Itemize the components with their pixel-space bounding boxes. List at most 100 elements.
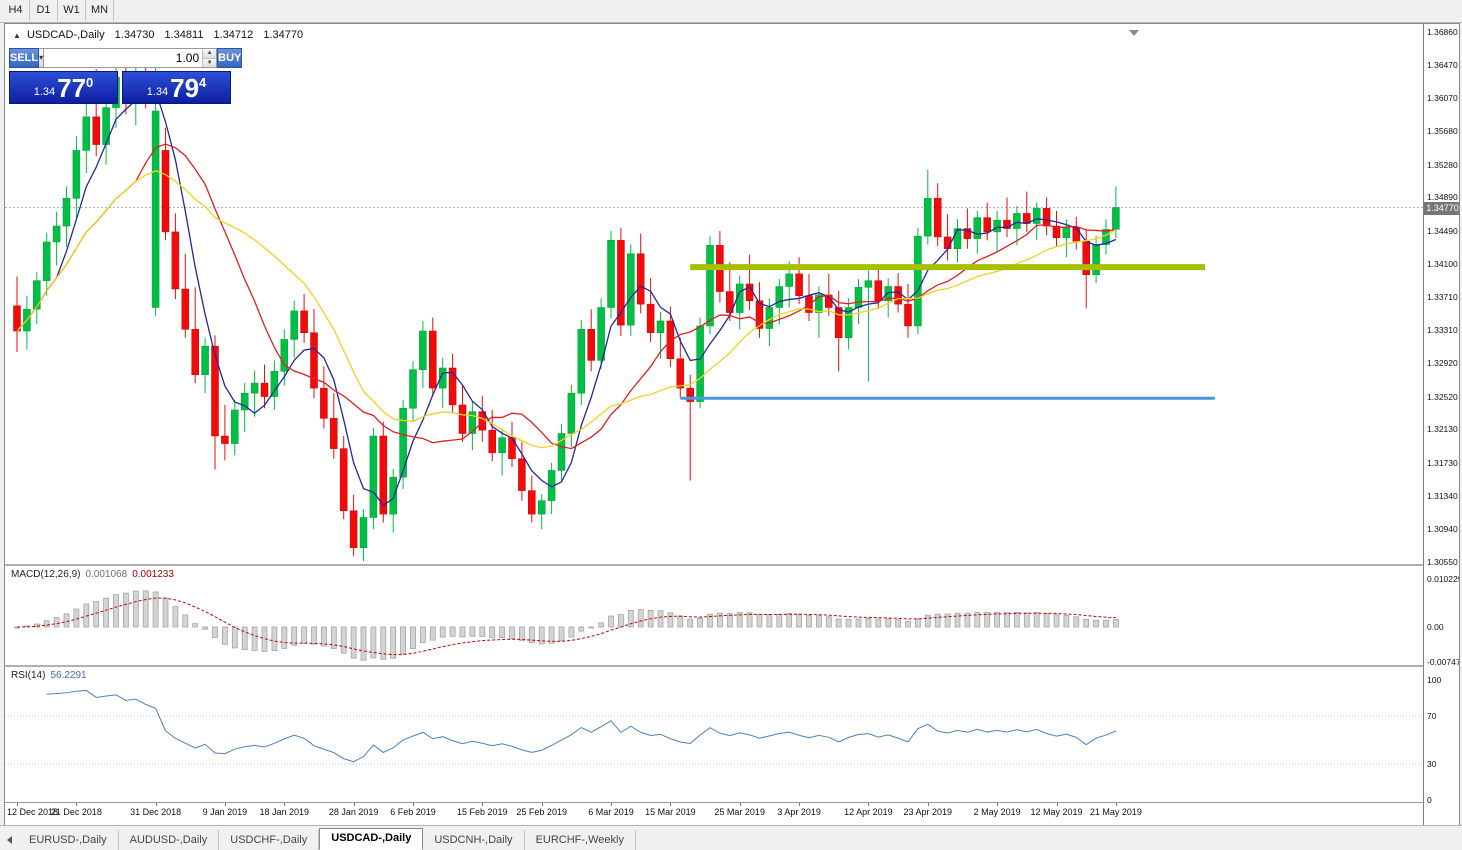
timeframe-button-h4[interactable]: H4 xyxy=(2,0,30,21)
chart-tab-eurchf-weekly[interactable]: EURCHF-,Weekly xyxy=(525,830,636,850)
sell-price-big: 77 xyxy=(57,73,87,103)
panel-splitter[interactable] xyxy=(5,665,1459,667)
tab-scroll-left-button[interactable] xyxy=(0,830,18,850)
time-tick xyxy=(413,803,414,806)
time-label: 25 Feb 2019 xyxy=(516,807,567,817)
chart-tab-eurusd-daily[interactable]: EURUSD-,Daily xyxy=(18,830,119,850)
buy-price-sup: 4 xyxy=(199,75,207,90)
ohlc-close: 1.34770 xyxy=(263,29,304,41)
price-tick: 1.36070 xyxy=(1427,93,1458,104)
time-tick xyxy=(997,803,999,806)
time-label: 31 Dec 2018 xyxy=(130,807,182,817)
time-tick xyxy=(76,803,78,806)
volume-dropdown-button[interactable]: ▾ xyxy=(39,48,45,68)
ohlc-high: 1.34811 xyxy=(164,29,204,41)
time-label: 15 Feb 2019 xyxy=(457,807,508,817)
time-label: 6 Feb 2019 xyxy=(390,807,436,817)
rsi-panel-surface[interactable] xyxy=(5,667,1423,802)
spin-up-icon[interactable]: ▲ xyxy=(203,49,217,59)
one-click-panel-toggle-icon[interactable]: ▲ xyxy=(13,31,21,40)
time-tick xyxy=(482,803,484,806)
time-label: 12 Dec 2018 xyxy=(7,807,59,817)
rsi-name: RSI(14) xyxy=(11,670,46,681)
time-label: 23 Apr 2019 xyxy=(903,807,953,817)
spin-down-icon[interactable]: ▼ xyxy=(203,58,217,67)
ohlc-open: 1.34730 xyxy=(114,29,155,41)
time-tick xyxy=(927,803,929,806)
time-tick xyxy=(353,803,355,806)
chart-tab-audusd-daily[interactable]: AUDUSD-,Daily xyxy=(119,830,220,850)
price-tick: 1.34100 xyxy=(1427,258,1458,269)
price-tick: 1.34890 xyxy=(1427,192,1458,203)
tab-scroll-left-icon xyxy=(6,836,12,844)
main-chart-surface[interactable] xyxy=(5,24,1423,564)
time-tick xyxy=(611,803,612,806)
volume-stepper[interactable]: ▲ ▼ xyxy=(202,49,217,67)
chevron-down-icon: ▾ xyxy=(39,53,44,62)
chart-symbol: USDCAD-,Daily xyxy=(26,29,105,41)
price-tick: 1.32130 xyxy=(1427,424,1458,435)
buy-price-big: 79 xyxy=(170,73,200,103)
time-label: 15 Mar 2019 xyxy=(645,807,696,817)
time-tick xyxy=(799,803,801,806)
timeframe-button-mn[interactable]: MN xyxy=(86,0,114,21)
macd-panel-surface[interactable] xyxy=(5,566,1423,665)
sell-price-prefix: 1.34 xyxy=(33,86,56,98)
macd-signal-value: 0.001233 xyxy=(132,569,174,580)
price-tick: 1.36470 xyxy=(1427,59,1458,70)
chart-shift-marker[interactable] xyxy=(1129,30,1139,36)
time-label: 18 Jan 2019 xyxy=(259,807,310,817)
time-label: 21 Dec 2018 xyxy=(50,807,102,817)
macd-name: MACD(12,26,9) xyxy=(11,569,81,580)
sell-price-sup: 0 xyxy=(86,75,94,90)
rsi-axis-tick: 70 xyxy=(1427,711,1437,721)
ohlc-low: 1.34712 xyxy=(213,29,254,41)
price-tick: 1.36860 xyxy=(1427,27,1458,37)
panel-splitter[interactable] xyxy=(5,564,1459,566)
time-tick xyxy=(155,803,157,806)
time-axis[interactable]: 12 Dec 2018 21 Dec 2018 31 Dec 2018 9 Jan 2… xyxy=(5,802,1423,825)
buy-price-display[interactable]: 1.34 79 4 xyxy=(122,71,231,104)
time-tick xyxy=(17,803,18,806)
chart-title: ▲ USDCAD-,Daily 1.34730 1.34811 1.34712 … xyxy=(13,29,310,41)
buy-price-prefix: 1.34 xyxy=(146,86,169,98)
price-tick: 1.32520 xyxy=(1427,391,1458,402)
chart-tab-usdcnh-daily[interactable]: USDCNH-,Daily xyxy=(423,830,525,850)
time-tick xyxy=(224,803,226,806)
time-tick xyxy=(670,803,672,806)
volume-input[interactable] xyxy=(44,49,203,67)
chart-tab-usdcad-daily[interactable]: USDCAD-,Daily xyxy=(319,828,424,850)
rsi-axis-tick: 0 xyxy=(1427,795,1432,805)
macd-main-value: 0.001068 xyxy=(85,569,128,580)
sell-button[interactable]: SELL xyxy=(9,48,40,68)
macd-axis-tick: 0.00 xyxy=(1427,622,1444,632)
price-tick: 1.35680 xyxy=(1427,126,1458,137)
macd-axis-tick: 0.010229 xyxy=(1427,574,1460,584)
price-axis[interactable]: 1.34770 1.36860 1.36470 1.36070 1.35680 1.35… xyxy=(1423,24,1460,825)
macd-label: MACD(12,26,9) 0.001068 0.001233 xyxy=(11,569,174,580)
macd-axis-tick: -0.007477 xyxy=(1427,657,1459,668)
timeframe-button-w1[interactable]: W1 xyxy=(58,0,86,21)
rsi-value: 56.2291 xyxy=(50,670,87,681)
rsi-axis-tick: 100 xyxy=(1427,675,1442,685)
buy-button[interactable]: BUY xyxy=(217,48,243,68)
sell-price-display[interactable]: 1.34 77 0 xyxy=(9,71,118,104)
rsi-axis-tick: 30 xyxy=(1427,759,1437,769)
time-tick xyxy=(868,803,870,806)
price-tick: 1.34490 xyxy=(1427,226,1458,237)
price-tick: 1.32920 xyxy=(1427,357,1458,368)
chart-tab-usdchf-daily[interactable]: USDCHF-,Daily xyxy=(219,830,320,850)
time-label: 6 Mar 2019 xyxy=(588,807,634,817)
price-tick: 1.30550 xyxy=(1427,557,1458,567)
time-label: 12 Apr 2019 xyxy=(844,807,893,817)
price-tick: 1.33710 xyxy=(1427,291,1458,302)
time-label: 28 Jan 2019 xyxy=(328,807,379,817)
timeframe-button-d1[interactable]: D1 xyxy=(30,0,58,21)
price-tick: 1.35280 xyxy=(1427,159,1458,170)
price-tick: 1.30940 xyxy=(1427,524,1458,535)
current-price-tag: 1.34770 xyxy=(1424,201,1459,215)
time-tick xyxy=(284,803,286,806)
time-tick xyxy=(1056,803,1058,806)
time-label: 9 Jan 2019 xyxy=(202,807,248,817)
